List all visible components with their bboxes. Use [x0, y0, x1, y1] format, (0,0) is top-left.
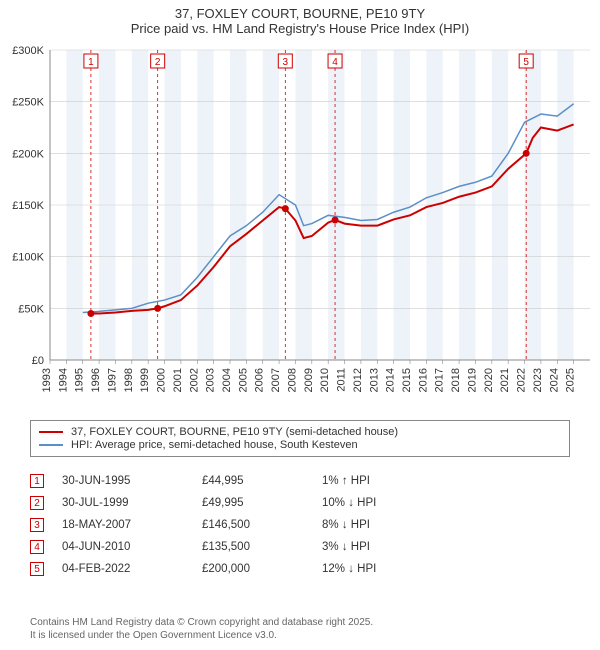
legend-swatch-hpi	[39, 444, 63, 446]
svg-text:2018: 2018	[450, 368, 462, 392]
transaction-diff: 3% ↓ HPI	[322, 541, 422, 553]
footer-line2: It is licensed under the Open Government…	[30, 629, 373, 642]
svg-text:2016: 2016	[417, 368, 429, 392]
svg-text:2014: 2014	[385, 368, 397, 392]
svg-text:4: 4	[332, 57, 338, 68]
svg-text:2004: 2004	[221, 368, 233, 392]
transaction-date: 30-JUL-1999	[62, 497, 202, 509]
transaction-row: 5 04-FEB-2022£200,00012% ↓ HPI	[30, 558, 570, 580]
svg-text:1998: 1998	[123, 368, 135, 392]
legend: 37, FOXLEY COURT, BOURNE, PE10 9TY (semi…	[30, 420, 570, 457]
transaction-diff: 8% ↓ HPI	[322, 519, 422, 531]
transaction-date: 04-FEB-2022	[62, 563, 202, 575]
svg-text:3: 3	[283, 57, 289, 68]
svg-text:2: 2	[155, 57, 161, 68]
svg-text:2022: 2022	[516, 368, 528, 392]
transaction-marker: 4	[30, 540, 44, 554]
svg-text:2020: 2020	[483, 368, 495, 392]
svg-text:2003: 2003	[205, 368, 217, 392]
transaction-date: 30-JUN-1995	[62, 475, 202, 487]
svg-text:5: 5	[523, 57, 529, 68]
svg-text:2023: 2023	[532, 368, 544, 392]
footer-line1: Contains HM Land Registry data © Crown c…	[30, 616, 373, 629]
svg-text:£200K: £200K	[12, 148, 44, 160]
transaction-diff: 10% ↓ HPI	[322, 497, 422, 509]
legend-row-price-paid: 37, FOXLEY COURT, BOURNE, PE10 9TY (semi…	[39, 426, 561, 438]
svg-text:1996: 1996	[90, 368, 102, 392]
transactions-table: 130-JUN-1995£44,9951% ↑ HPI230-JUL-1999£…	[30, 470, 570, 580]
transaction-price: £44,995	[202, 475, 322, 487]
transaction-diff: 12% ↓ HPI	[322, 563, 422, 575]
svg-text:2006: 2006	[254, 368, 266, 392]
svg-text:2012: 2012	[352, 368, 364, 392]
transaction-price: £135,500	[202, 541, 322, 553]
footer: Contains HM Land Registry data © Crown c…	[30, 616, 373, 642]
svg-text:2019: 2019	[466, 368, 478, 392]
svg-text:£150K: £150K	[12, 200, 44, 212]
svg-text:2008: 2008	[286, 368, 298, 392]
transaction-marker: 1	[30, 474, 44, 488]
svg-text:£250K: £250K	[12, 97, 44, 109]
svg-text:£50K: £50K	[18, 303, 44, 315]
svg-text:1997: 1997	[106, 368, 118, 392]
transaction-marker: 3	[30, 518, 44, 532]
transaction-marker: 2	[30, 496, 44, 510]
svg-text:1994: 1994	[57, 368, 69, 392]
svg-text:2001: 2001	[172, 368, 184, 392]
svg-text:£100K: £100K	[12, 252, 44, 264]
svg-text:2002: 2002	[188, 368, 200, 392]
svg-text:2010: 2010	[319, 368, 331, 392]
svg-text:£300K: £300K	[12, 45, 44, 57]
svg-text:2009: 2009	[303, 368, 315, 392]
svg-text:1: 1	[88, 57, 94, 68]
transaction-diff: 1% ↑ HPI	[322, 475, 422, 487]
svg-text:1993: 1993	[41, 368, 53, 392]
chart-area: £0 £50K £100K £150K £200K £250K £300K 1993 1994 1…	[0, 40, 600, 410]
svg-text:2005: 2005	[237, 368, 249, 392]
transaction-marker: 5	[30, 562, 44, 576]
transaction-date: 04-JUN-2010	[62, 541, 202, 553]
chart-title-block: 37, FOXLEY COURT, BOURNE, PE10 9TY Price…	[0, 0, 600, 38]
title-line1: 37, FOXLEY COURT, BOURNE, PE10 9TY	[0, 6, 600, 21]
svg-text:2015: 2015	[401, 368, 413, 392]
svg-text:2025: 2025	[565, 368, 577, 392]
svg-text:2024: 2024	[548, 368, 560, 392]
transaction-price: £200,000	[202, 563, 322, 575]
svg-text:1995: 1995	[74, 368, 86, 392]
legend-swatch-price-paid	[39, 431, 63, 433]
transaction-price: £146,500	[202, 519, 322, 531]
transaction-row: 4 04-JUN-2010£135,5003% ↓ HPI	[30, 536, 570, 558]
svg-text:2000: 2000	[156, 368, 168, 392]
legend-label-price-paid: 37, FOXLEY COURT, BOURNE, PE10 9TY (semi…	[71, 426, 398, 438]
line-chart-svg: £0 £50K £100K £150K £200K £250K £300K 1993 1994 1…	[0, 40, 600, 410]
svg-text:2013: 2013	[368, 368, 380, 392]
transaction-price: £49,995	[202, 497, 322, 509]
svg-text:£0: £0	[32, 355, 44, 367]
transaction-row: 1 30-JUN-1995£44,9951% ↑ HPI	[30, 470, 570, 492]
transaction-row: 2 30-JUL-1999£49,99510% ↓ HPI	[30, 492, 570, 514]
legend-row-hpi: HPI: Average price, semi-detached house,…	[39, 439, 561, 451]
title-line2: Price paid vs. HM Land Registry's House …	[0, 21, 600, 36]
svg-text:2011: 2011	[336, 368, 348, 392]
transaction-date: 18-MAY-2007	[62, 519, 202, 531]
svg-text:2017: 2017	[434, 368, 446, 392]
transaction-row: 3 18-MAY-2007£146,5008% ↓ HPI	[30, 514, 570, 536]
svg-text:2007: 2007	[270, 368, 282, 392]
svg-text:1999: 1999	[139, 368, 151, 392]
legend-label-hpi: HPI: Average price, semi-detached house,…	[71, 439, 358, 451]
svg-text:2021: 2021	[499, 368, 511, 392]
